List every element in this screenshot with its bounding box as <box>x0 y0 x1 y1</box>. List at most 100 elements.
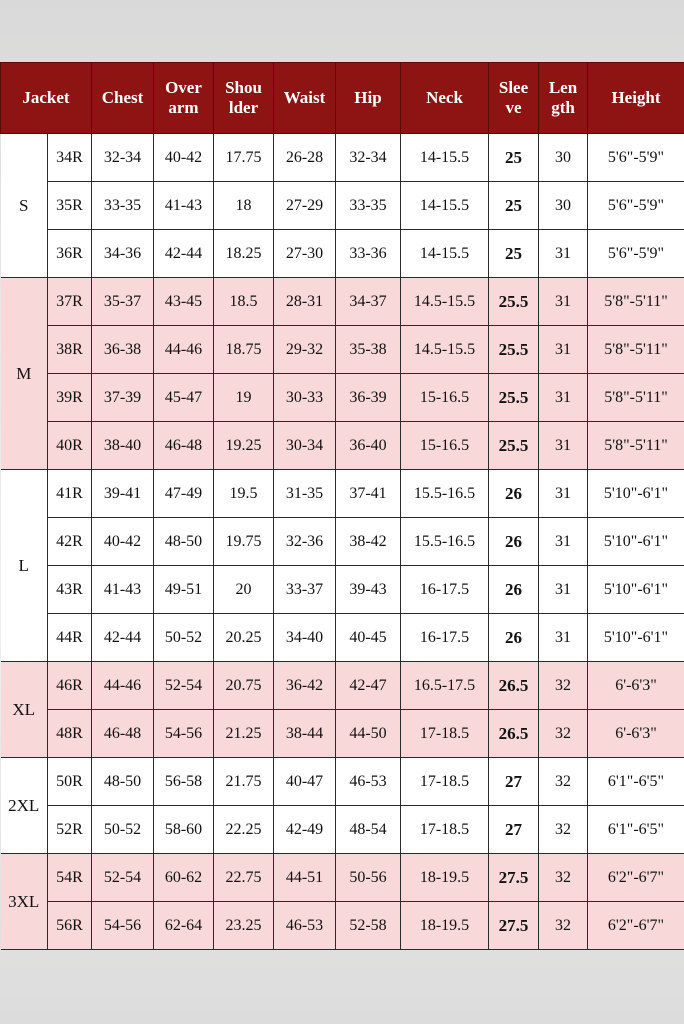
cell-chest: 35-37 <box>91 277 154 326</box>
cell-over-arm: 45-47 <box>153 373 214 422</box>
cell-length: 31 <box>538 517 588 566</box>
header-length: Len gth <box>538 62 588 134</box>
cell-waist: 32-36 <box>273 517 336 566</box>
cell-neck: 14-15.5 <box>400 133 489 182</box>
cell-sleeve: 26 <box>488 613 539 662</box>
cell-waist: 28-31 <box>273 277 336 326</box>
cell-sleeve: 26 <box>488 565 539 614</box>
cell-hip: 33-35 <box>335 181 401 230</box>
cell-chest: 36-38 <box>91 325 154 374</box>
table-row: 2XL 50R 48-50 56-58 21.75 40-47 46-53 17-18.5 27… <box>0 757 684 854</box>
cell-sleeve: 25 <box>488 133 539 182</box>
cell-chest: 44-46 <box>91 661 154 710</box>
cell-height: 5'10"-6'1" <box>587 517 684 566</box>
size-group: XL <box>0 661 48 758</box>
cell-sleeve: 26 <box>488 469 539 518</box>
cell-over-arm: 47-49 <box>153 469 214 518</box>
cell-hip: 50-56 <box>335 853 401 902</box>
cell-waist: 34-40 <box>273 613 336 662</box>
table-row: M 37R 35-37 43-45 18.5 28-31 34-37 14.5-15.5 25.… <box>0 277 684 470</box>
cell-chest: 52-54 <box>91 853 154 902</box>
cell-sleeve: 26.5 <box>488 661 539 710</box>
header-waist: Waist <box>273 62 336 134</box>
table-row: 40R 38-40 46-48 19.25 30-34 36-40 15-16.5 25.5 3… <box>1 421 684 470</box>
size-group: L <box>0 469 48 662</box>
cell-waist: 31-35 <box>273 469 336 518</box>
cell-neck: 14-15.5 <box>400 229 489 278</box>
cell-waist: 46-53 <box>273 901 336 950</box>
cell-sleeve: 25.5 <box>488 421 539 470</box>
cell-over-arm: 44-46 <box>153 325 214 374</box>
cell-waist: 42-49 <box>273 805 336 854</box>
table-row: 42R 40-42 48-50 19.75 32-36 38-42 15.5-16.5 26 3… <box>1 517 684 566</box>
cell-length: 31 <box>538 613 588 662</box>
table-row: 36R 34-36 42-44 18.25 27-30 33-36 14-15.5 25 31 5… <box>1 229 684 278</box>
cell-jacket-code: 44R <box>47 613 92 662</box>
cell-height: 5'10"-6'1" <box>587 613 684 662</box>
cell-length: 32 <box>538 805 588 854</box>
cell-over-arm: 49-51 <box>153 565 214 614</box>
cell-neck: 18-19.5 <box>400 901 489 950</box>
cell-hip: 39-43 <box>335 565 401 614</box>
cell-chest: 38-40 <box>91 421 154 470</box>
cell-chest: 39-41 <box>91 469 154 518</box>
cell-length: 32 <box>538 661 588 710</box>
cell-hip: 42-47 <box>335 661 401 710</box>
cell-over-arm: 52-54 <box>153 661 214 710</box>
cell-neck: 15.5-16.5 <box>400 469 489 518</box>
cell-waist: 30-33 <box>273 373 336 422</box>
size-group: S <box>0 133 48 278</box>
cell-length: 31 <box>538 373 588 422</box>
cell-sleeve: 25.5 <box>488 277 539 326</box>
cell-neck: 15.5-16.5 <box>400 517 489 566</box>
cell-height: 5'6"-5'9" <box>587 133 684 182</box>
cell-shoulder: 18 <box>213 181 274 230</box>
cell-sleeve: 27.5 <box>488 901 539 950</box>
cell-jacket-code: 50R <box>47 757 92 806</box>
cell-hip: 36-40 <box>335 421 401 470</box>
cell-neck: 18-19.5 <box>400 853 489 902</box>
cell-height: 5'6"-5'9" <box>587 181 684 230</box>
header-sleeve: Slee ve <box>488 62 539 134</box>
cell-chest: 40-42 <box>91 517 154 566</box>
cell-shoulder: 21.75 <box>213 757 274 806</box>
cell-jacket-code: 37R <box>47 277 92 326</box>
cell-shoulder: 20.75 <box>213 661 274 710</box>
cell-over-arm: 42-44 <box>153 229 214 278</box>
cell-neck: 17-18.5 <box>400 805 489 854</box>
cell-waist: 27-30 <box>273 229 336 278</box>
cell-neck: 17-18.5 <box>400 709 489 758</box>
cell-shoulder: 19.25 <box>213 421 274 470</box>
table-header: Jacket Chest Over arm Shou lder Waist Hi… <box>0 62 684 134</box>
table-row: 56R 54-56 62-64 23.25 46-53 52-58 18-19.5 27.5 3… <box>1 901 684 950</box>
cell-jacket-code: 54R <box>47 853 92 902</box>
cell-over-arm: 46-48 <box>153 421 214 470</box>
cell-waist: 38-44 <box>273 709 336 758</box>
cell-shoulder: 18.75 <box>213 325 274 374</box>
cell-neck: 16-17.5 <box>400 565 489 614</box>
cell-waist: 27-29 <box>273 181 336 230</box>
cell-jacket-code: 40R <box>47 421 92 470</box>
header-neck: Neck <box>400 62 489 134</box>
cell-over-arm: 41-43 <box>153 181 214 230</box>
cell-jacket-code: 52R <box>47 805 92 854</box>
cell-length: 31 <box>538 325 588 374</box>
cell-length: 32 <box>538 709 588 758</box>
cell-sleeve: 27 <box>488 757 539 806</box>
cell-jacket-code: 56R <box>47 901 92 950</box>
cell-neck: 14.5-15.5 <box>400 277 489 326</box>
cell-shoulder: 18.25 <box>213 229 274 278</box>
cell-hip: 33-36 <box>335 229 401 278</box>
cell-hip: 36-39 <box>335 373 401 422</box>
cell-height: 5'8"-5'11" <box>587 277 684 326</box>
cell-hip: 38-42 <box>335 517 401 566</box>
cell-over-arm: 43-45 <box>153 277 214 326</box>
cell-shoulder: 23.25 <box>213 901 274 950</box>
cell-shoulder: 20 <box>213 565 274 614</box>
cell-shoulder: 18.5 <box>213 277 274 326</box>
cell-shoulder: 22.75 <box>213 853 274 902</box>
cell-sleeve: 25 <box>488 229 539 278</box>
cell-hip: 40-45 <box>335 613 401 662</box>
cell-shoulder: 22.25 <box>213 805 274 854</box>
cell-height: 6'1"-6'5" <box>587 757 684 806</box>
